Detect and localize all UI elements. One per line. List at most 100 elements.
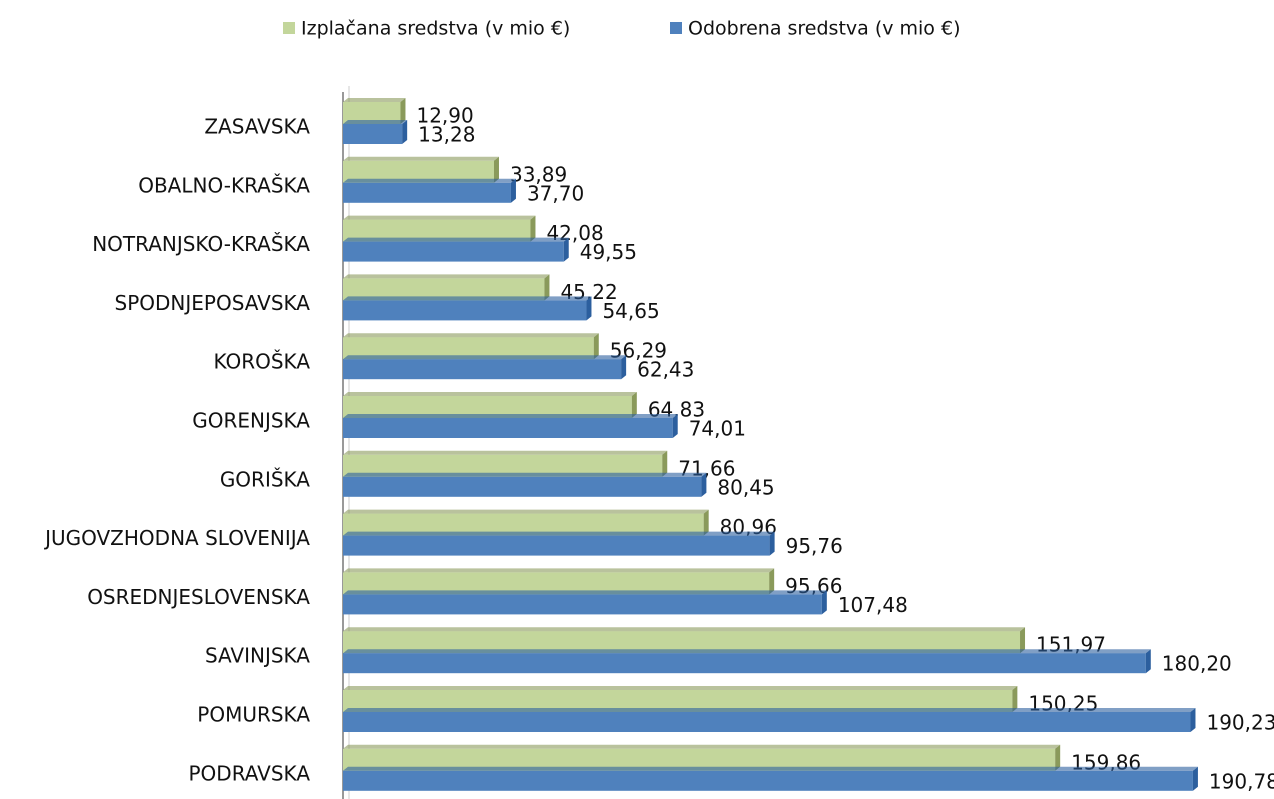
bar (343, 770, 1193, 791)
bar-top (343, 744, 1061, 749)
data-label: 190,78 (1209, 769, 1274, 793)
bar-top (343, 509, 709, 514)
bar (343, 748, 1056, 771)
bar (343, 454, 663, 477)
bar-side (1192, 766, 1198, 791)
bar-top (343, 178, 516, 183)
bar-side (821, 590, 827, 615)
bar-top (343, 156, 499, 161)
bar-top (343, 568, 775, 573)
legend-label: Izplačana sredstva (v mio €) (301, 18, 570, 40)
data-label: 74,01 (689, 417, 746, 441)
bar-side (769, 568, 775, 595)
data-label: 62,43 (637, 358, 694, 382)
bar-side (1055, 744, 1061, 771)
bar (343, 278, 545, 301)
bar-top (343, 414, 678, 418)
bar (343, 359, 622, 380)
data-label: 107,48 (838, 593, 908, 617)
bar-side (631, 392, 637, 418)
bar (343, 396, 632, 418)
bar (343, 241, 564, 262)
y-tick-label: JUGOVZHODNA SLOVENIJA (43, 526, 310, 550)
bar-top (343, 649, 1151, 654)
bar (343, 124, 403, 144)
bar (343, 476, 702, 497)
bar-top (343, 355, 627, 360)
bar-top (343, 627, 1026, 632)
bar-side (672, 414, 678, 438)
bar-side (1145, 649, 1151, 674)
bar (343, 594, 822, 615)
bar-side (703, 509, 709, 536)
y-tick-label: GORENJSKA (192, 409, 310, 433)
y-tick-label: GORIŠKA (220, 467, 310, 491)
bar (343, 631, 1021, 654)
bar (343, 418, 673, 438)
bar (343, 572, 770, 595)
legend: Izplačana sredstva (v mio €) Odobrena sre… (283, 18, 960, 40)
bar-top (343, 98, 406, 102)
bar (343, 690, 1013, 712)
bar-side (402, 120, 408, 144)
data-label: 49,55 (580, 240, 637, 264)
y-tick-label: SPODNJEPOSAVSKA (115, 291, 311, 315)
y-tick-label: POMURSKA (197, 703, 310, 727)
bar-top (343, 708, 1196, 712)
bar-side (1190, 708, 1196, 732)
bar-top (343, 274, 550, 279)
data-label: 190,23 (1206, 711, 1274, 735)
bar (343, 653, 1146, 674)
legend-label: Odobrena sredstva (v mio €) (688, 18, 960, 40)
bar (343, 513, 704, 536)
bar-side (586, 296, 592, 321)
bar-top (343, 686, 1018, 690)
y-tick-label: PODRAVSKA (188, 761, 310, 785)
y-tick-label: OBALNO-KRAŠKA (138, 173, 310, 197)
bar-top (343, 392, 637, 396)
bar-top (343, 237, 569, 242)
bar (343, 160, 494, 183)
data-label: 12,90 (416, 104, 473, 128)
y-tick-label: KOROŠKA (213, 350, 310, 374)
y-tick-label: OSREDNJESLOVENSKA (87, 585, 310, 609)
bar-side (400, 98, 406, 124)
bar-side (769, 531, 775, 556)
bar-top (343, 472, 707, 477)
bar (343, 300, 587, 321)
bar-side (701, 472, 707, 497)
bar (343, 535, 770, 556)
y-tick-label: ZASAVSKA (204, 115, 310, 139)
bar-side (493, 156, 499, 183)
data-label: 180,20 (1162, 652, 1232, 676)
bar (343, 337, 594, 360)
data-label: 33,89 (510, 162, 567, 186)
bar-top (343, 450, 668, 455)
bar-side (510, 178, 516, 203)
bar-side (1020, 627, 1026, 654)
bar (343, 712, 1191, 732)
legend-swatch (670, 22, 682, 34)
bar-top (343, 531, 775, 536)
bar-side (563, 237, 569, 262)
bar-top (343, 120, 408, 124)
data-label: 95,76 (786, 534, 843, 558)
bar-side (593, 333, 599, 360)
data-label: 13,28 (418, 123, 475, 147)
bar-top (343, 296, 592, 301)
bar-side (621, 355, 627, 380)
bar-top (343, 590, 827, 595)
data-label: 37,70 (527, 181, 584, 205)
bar (343, 182, 511, 203)
data-label: 54,65 (602, 299, 659, 323)
bar (343, 102, 401, 124)
y-tick-label: SAVINJSKA (205, 644, 310, 668)
bar-side (662, 450, 668, 477)
bar-top (343, 215, 536, 220)
legend-swatch (283, 22, 295, 34)
bar (343, 219, 531, 242)
bar-side (1012, 686, 1018, 712)
bar-side (530, 215, 536, 242)
y-tick-label: NOTRANJSKO-KRAŠKA (92, 232, 310, 256)
